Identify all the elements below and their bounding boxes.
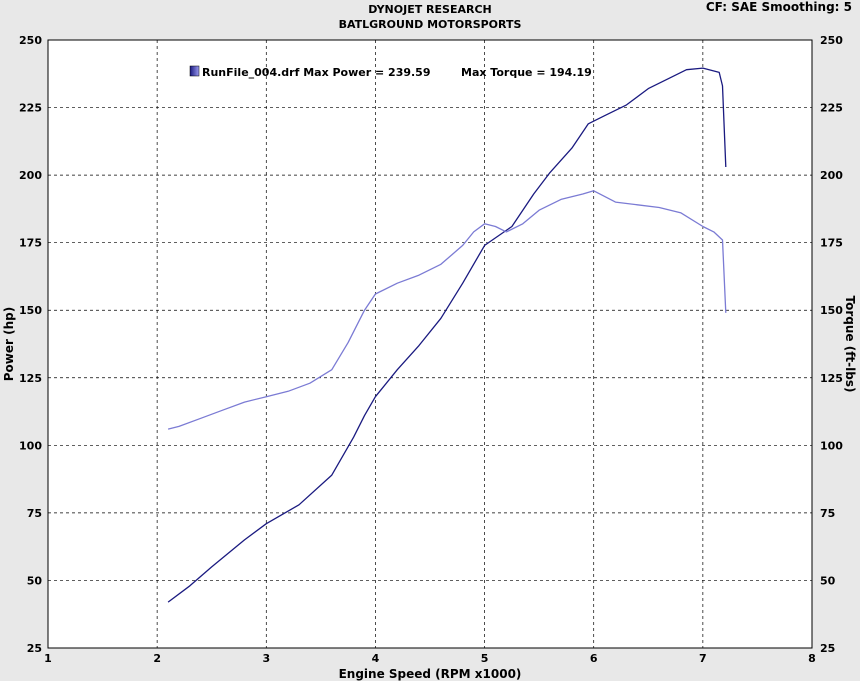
legend-text: RunFile_004.drf Max Power = 239.59 (202, 66, 431, 79)
y2-axis-ticks: 25 50 75 100 125 150 175 200 225 250 (820, 34, 843, 655)
legend-swatch (189, 65, 200, 77)
chart-title: DYNOJET RESEARCH (368, 3, 492, 16)
y-tick-label: 175 (19, 237, 42, 250)
x-tick-label: 3 (262, 652, 270, 665)
y-tick-label: 250 (19, 34, 42, 47)
legend: RunFile_004.drf Max Power = 239.59 Max T… (189, 65, 592, 79)
y-tick-label: 150 (19, 304, 42, 317)
x-tick-label: 1 (44, 652, 52, 665)
correction-factor-info: CF: SAE Smoothing: 5 (705, 0, 852, 14)
y-axis-label: Power (hp) (2, 307, 16, 381)
y2-tick-label: 150 (820, 304, 843, 317)
x-tick-label: 4 (372, 652, 380, 665)
grid-lines (48, 40, 812, 648)
series-line-torque (167, 190, 727, 430)
y2-tick-label: 250 (820, 34, 843, 47)
y2-axis-label: Torque (ft-lbs) (843, 296, 857, 393)
y-tick-label: 50 (27, 574, 43, 587)
y-tick-label: 225 (19, 102, 42, 115)
y2-tick-label: 200 (820, 169, 843, 182)
x-axis-label: Engine Speed (RPM x1000) (339, 667, 522, 681)
chart-subtitle: BATLGROUND MOTORSPORTS (338, 18, 522, 31)
legend-max-torque: Max Torque = 194.19 (461, 66, 592, 79)
y2-tick-label: 125 (820, 372, 843, 385)
x-tick-label: 2 (153, 652, 161, 665)
y2-tick-label: 225 (820, 102, 843, 115)
y-tick-label: 200 (19, 169, 42, 182)
y2-tick-label: 100 (820, 439, 843, 452)
y-tick-label: 75 (27, 507, 42, 520)
x-tick-label: 5 (481, 652, 489, 665)
y-tick-label: 100 (19, 439, 42, 452)
y2-tick-label: 175 (820, 237, 843, 250)
y2-tick-label: 75 (820, 507, 835, 520)
x-axis-ticks: 1 2 3 4 5 6 7 8 (44, 652, 816, 665)
y2-tick-label: 50 (820, 574, 836, 587)
x-tick-label: 8 (808, 652, 816, 665)
y2-tick-label: 25 (820, 642, 835, 655)
series-line-power (167, 67, 727, 603)
series-lines (167, 67, 727, 603)
y-axis-ticks: 25 50 75 100 125 150 175 200 225 250 (19, 34, 42, 655)
y-tick-label: 125 (19, 372, 42, 385)
plot-area (47, 39, 813, 649)
x-tick-label: 6 (590, 652, 598, 665)
x-tick-label: 7 (699, 652, 707, 665)
y-tick-label: 25 (27, 642, 42, 655)
